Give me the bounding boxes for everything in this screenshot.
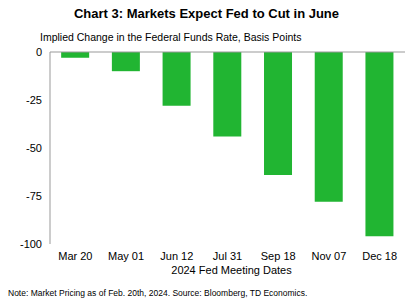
svg-text:0: 0 bbox=[36, 46, 42, 58]
svg-text:-50: -50 bbox=[26, 142, 42, 154]
svg-text:Mar 20: Mar 20 bbox=[58, 250, 92, 262]
svg-text:-100: -100 bbox=[20, 238, 42, 250]
html-text:Note: Market Pricing as of Feb: Note: Market Pricing as of Feb. 20th, 20… bbox=[8, 288, 308, 298]
html-text:2024 Fed Meeting Dates: 2024 Fed Meeting Dates bbox=[171, 264, 292, 276]
svg-text:Jun 12: Jun 12 bbox=[160, 250, 193, 262]
html-text:Chart 3: Markets Expect Fed to: Chart 3: Markets Expect Fed to Cut in Ju… bbox=[73, 6, 339, 21]
svg-text:Jul 31: Jul 31 bbox=[213, 250, 242, 262]
svg-text:-25: -25 bbox=[26, 94, 42, 106]
svg-text:May 01: May 01 bbox=[108, 250, 144, 262]
svg-text:Nov 07: Nov 07 bbox=[311, 250, 346, 262]
svg-text:Sep 18: Sep 18 bbox=[261, 250, 296, 262]
svg-text:-75: -75 bbox=[26, 190, 42, 202]
html-text:Implied Change in the Federal: Implied Change in the Federal Funds Rate… bbox=[40, 31, 302, 43]
svg-text:Dec 18: Dec 18 bbox=[362, 250, 397, 262]
